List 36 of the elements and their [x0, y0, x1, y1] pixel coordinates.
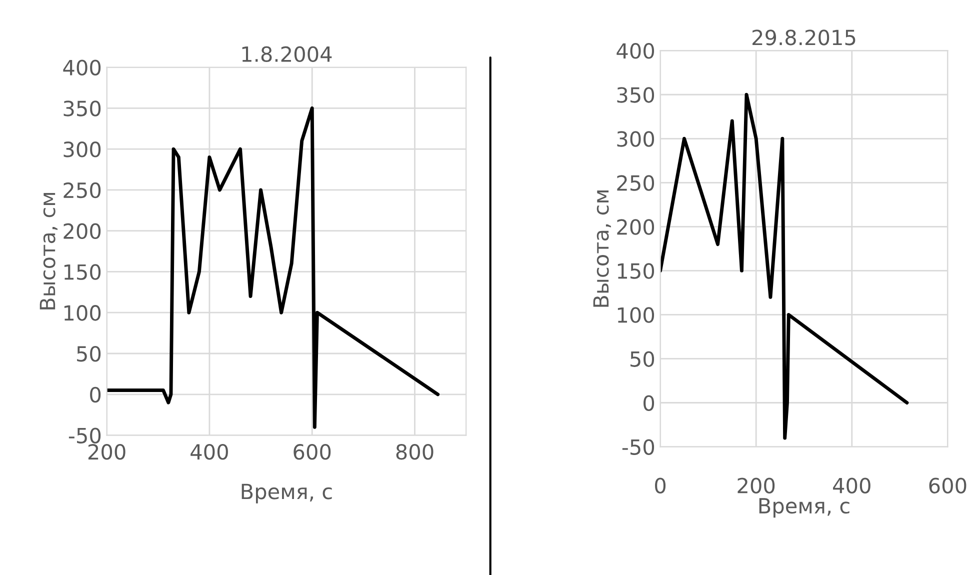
- y-tick-label: -50: [622, 439, 654, 455]
- y-tick-label: 300: [64, 142, 101, 158]
- y-tick-label: 350: [617, 87, 654, 103]
- x-tick-label: 400: [190, 444, 228, 460]
- chart-title: 1.8.2004: [242, 46, 332, 62]
- x-axis-title: Время, с: [759, 498, 850, 518]
- y-tick-label: 0: [90, 386, 101, 403]
- x-tick-label: 600: [929, 478, 966, 494]
- y-tick-label: 50: [77, 346, 101, 362]
- x-tick-label: 400: [833, 478, 870, 494]
- x-tick-label: 600: [294, 444, 331, 460]
- chart-title: 29.8.2015: [752, 30, 856, 46]
- y-tick-label: 100: [618, 307, 654, 323]
- y-tick-label: 400: [63, 60, 101, 76]
- line-series: [106, 106, 440, 429]
- y-tick-label: 150: [618, 263, 654, 279]
- x-tick-label: 200: [88, 444, 126, 460]
- y-tick-label: 50: [630, 351, 654, 367]
- x-tick-label: 200: [738, 478, 775, 494]
- y-tick-label: 250: [617, 175, 654, 191]
- y-tick-label: 350: [64, 100, 101, 116]
- y-axis-title: Высота, см: [593, 190, 611, 307]
- y-tick-label: 200: [64, 223, 101, 240]
- y-axis-title: Высота, см: [40, 193, 58, 310]
- y-tick-label: 150: [64, 264, 101, 280]
- y-tick-label: 250: [64, 182, 101, 198]
- y-tick-label: 0: [644, 395, 654, 411]
- x-axis-title: Время, с: [242, 484, 332, 504]
- y-tick-label: -50: [68, 428, 101, 444]
- x-tick-label: 0: [655, 478, 666, 494]
- x-tick-label: 800: [396, 444, 434, 460]
- y-tick-label: 200: [617, 219, 654, 235]
- y-tick-label: 400: [616, 43, 654, 59]
- y-tick-label: 100: [64, 305, 101, 321]
- line-series: [660, 92, 909, 440]
- y-tick-label: 300: [617, 131, 654, 147]
